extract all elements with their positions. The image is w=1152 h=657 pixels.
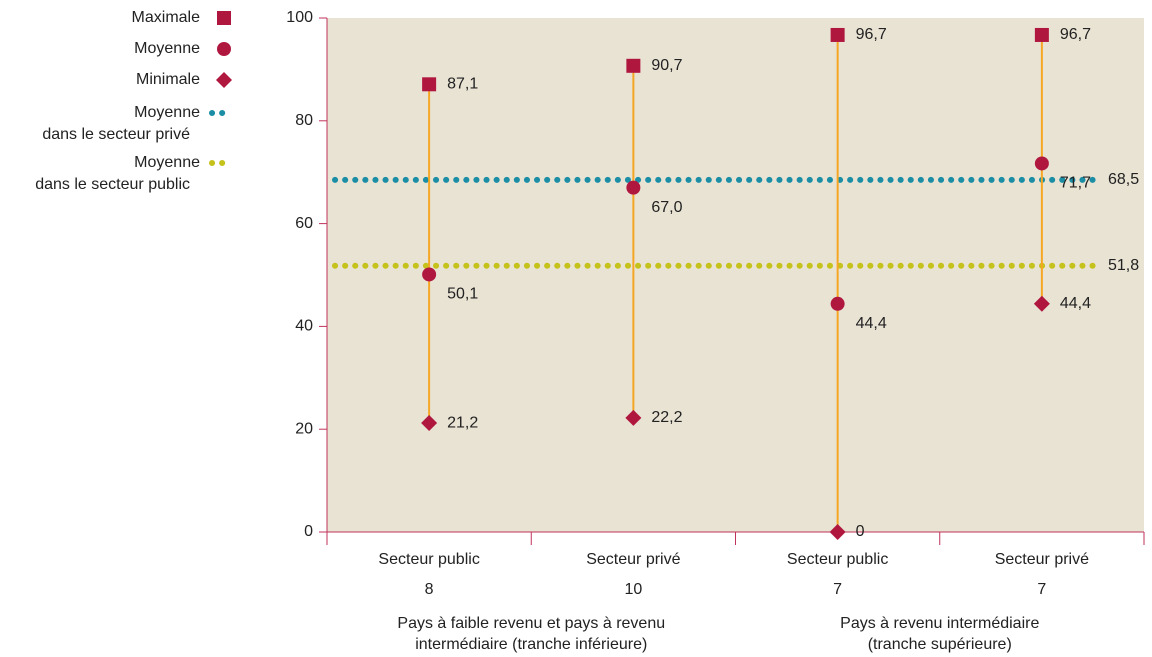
y-tick-label: 80	[295, 112, 313, 129]
data-point	[422, 77, 437, 92]
count-label: 7	[1037, 581, 1046, 598]
y-tick-label: 60	[295, 215, 313, 232]
y-tick-label: 20	[295, 420, 313, 437]
data-point	[829, 524, 846, 540]
legend-marker	[217, 11, 231, 25]
data-point	[625, 409, 642, 426]
value-label: 21,2	[447, 414, 478, 431]
count-label: 7	[833, 581, 842, 598]
group-label: Pays à faible revenu et pays à revenu	[397, 615, 665, 632]
count-label: 8	[425, 581, 434, 598]
data-point	[1033, 295, 1050, 312]
legend-marker	[216, 72, 232, 88]
legend-label: dans le secteur privé	[42, 126, 190, 143]
value-label: 50,1	[447, 286, 478, 303]
value-label: 90,7	[651, 57, 682, 74]
y-tick-label: 0	[304, 523, 313, 540]
reference-label: 51,8	[1108, 257, 1139, 274]
y-tick-label: 100	[286, 9, 313, 26]
legend-label: Moyenne	[134, 104, 200, 121]
value-label: 67,0	[651, 199, 682, 216]
data-point	[422, 267, 437, 282]
x-tick-label: Secteur privé	[995, 551, 1089, 568]
value-label: 96,7	[856, 26, 887, 43]
y-tick-label: 40	[295, 318, 313, 335]
legend-label: Minimale	[136, 71, 200, 88]
legend-marker	[217, 42, 231, 56]
legend-label: Maximale	[132, 9, 201, 26]
value-label: 87,1	[447, 76, 478, 93]
legend-label: Moyenne	[134, 40, 200, 57]
value-label: 22,2	[651, 409, 682, 426]
data-point	[830, 296, 845, 311]
value-label: 44,4	[856, 315, 887, 332]
value-label: 96,7	[1060, 26, 1091, 43]
data-point	[1034, 156, 1049, 171]
legend-label: Moyenne	[134, 154, 200, 171]
data-point	[1034, 27, 1049, 42]
x-tick-label: Secteur public	[787, 551, 888, 568]
group-label: intermédiaire (tranche inférieure)	[415, 636, 647, 653]
reference-label: 68,5	[1108, 171, 1139, 188]
data-point	[830, 27, 845, 42]
plot-background	[327, 18, 1144, 532]
group-label: Pays à revenu intermédiaire	[840, 615, 1039, 632]
data-point	[626, 180, 641, 195]
count-label: 10	[624, 581, 642, 598]
value-label: 71,7	[1060, 175, 1091, 192]
data-point	[421, 415, 438, 432]
legend-label: dans le secteur public	[35, 176, 190, 193]
data-point	[626, 58, 641, 73]
group-label: (tranche supérieure)	[868, 636, 1012, 653]
value-label: 44,4	[1060, 295, 1091, 312]
x-tick-label: Secteur public	[378, 551, 479, 568]
value-label: 0	[856, 523, 865, 540]
x-tick-label: Secteur privé	[586, 551, 680, 568]
